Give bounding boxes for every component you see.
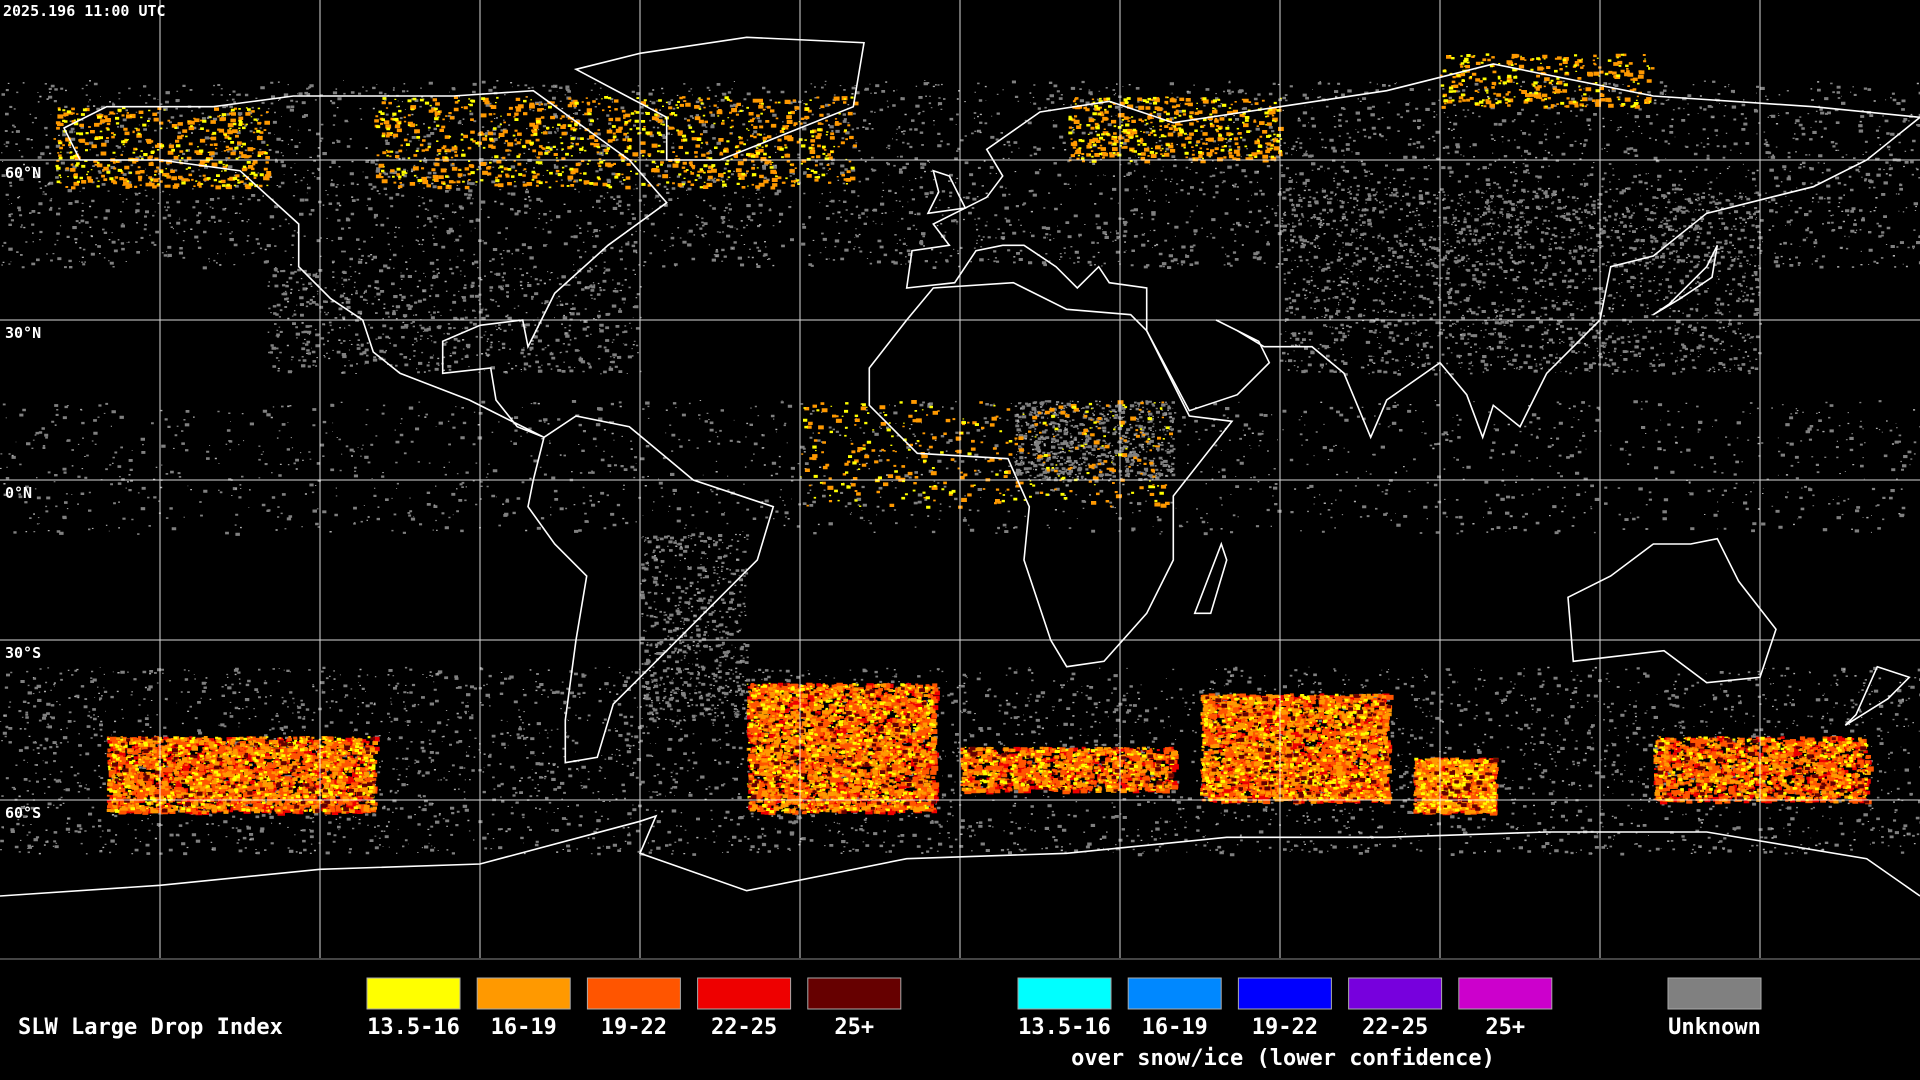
coastline (0, 814, 1920, 897)
legend-label: 13.5-16 (367, 1015, 460, 1040)
legend-title: SLW Large Drop Index (18, 1015, 283, 1040)
coastline (1193, 541, 1228, 615)
lat-label: 30°N (5, 324, 41, 342)
lat-label: 60°S (5, 804, 41, 822)
legend-label: 25+ (834, 1015, 874, 1040)
coastline (573, 36, 865, 161)
graticule (0, 0, 1920, 958)
legend-swatch (366, 977, 461, 1010)
coastline (926, 169, 967, 215)
legend-swatch (1017, 977, 1112, 1010)
coastline (527, 415, 775, 764)
timestamp: 2025.196 11:00 UTC (3, 2, 166, 20)
lat-label: 60°N (5, 164, 41, 182)
coastline (1652, 244, 1719, 316)
legend-swatch (1348, 977, 1443, 1010)
legend-swatch (1458, 977, 1553, 1010)
cloud-pixels (53, 53, 1871, 815)
legend-label: 19-22 (601, 1015, 667, 1040)
legend-swatch (1127, 977, 1222, 1010)
coastline (1844, 665, 1911, 726)
lat-label: 30°S (5, 644, 41, 662)
legend-swatch (1237, 977, 1332, 1010)
legend-label: 16-19 (1142, 1015, 1208, 1040)
lat-labels: 60°N 30°N 0°N 30°S 60°S (5, 164, 41, 822)
legend-swatch (1667, 977, 1762, 1010)
legend-swatch (807, 977, 902, 1010)
coastline (868, 281, 1234, 668)
legend-label: 22-25 (1362, 1015, 1428, 1040)
legend-label: Unknown (1668, 1015, 1761, 1040)
coastline (62, 89, 668, 439)
cloud-layer (0, 53, 1920, 857)
legend-swatch (586, 977, 681, 1010)
legend-label: 13.5-16 (1018, 1015, 1111, 1040)
legend-swatch (697, 977, 792, 1010)
coastline (1567, 537, 1777, 684)
legend-label: 25+ (1485, 1015, 1525, 1040)
legend-label: 22-25 (711, 1015, 777, 1040)
legend: 13.5-16 16-19 19-22 22-25 25+ 13.5-16 16-19 19-… (366, 977, 1762, 1040)
coastlines (0, 36, 1920, 897)
lat-label: 0°N (5, 484, 32, 502)
cloud-pixels (55, 53, 1869, 814)
legend-swatch (476, 977, 571, 1010)
snow-ice-caption: over snow/ice (lower confidence) (1071, 1046, 1495, 1071)
legend-label: 16-19 (491, 1015, 557, 1040)
legend-label: 19-22 (1252, 1015, 1318, 1040)
